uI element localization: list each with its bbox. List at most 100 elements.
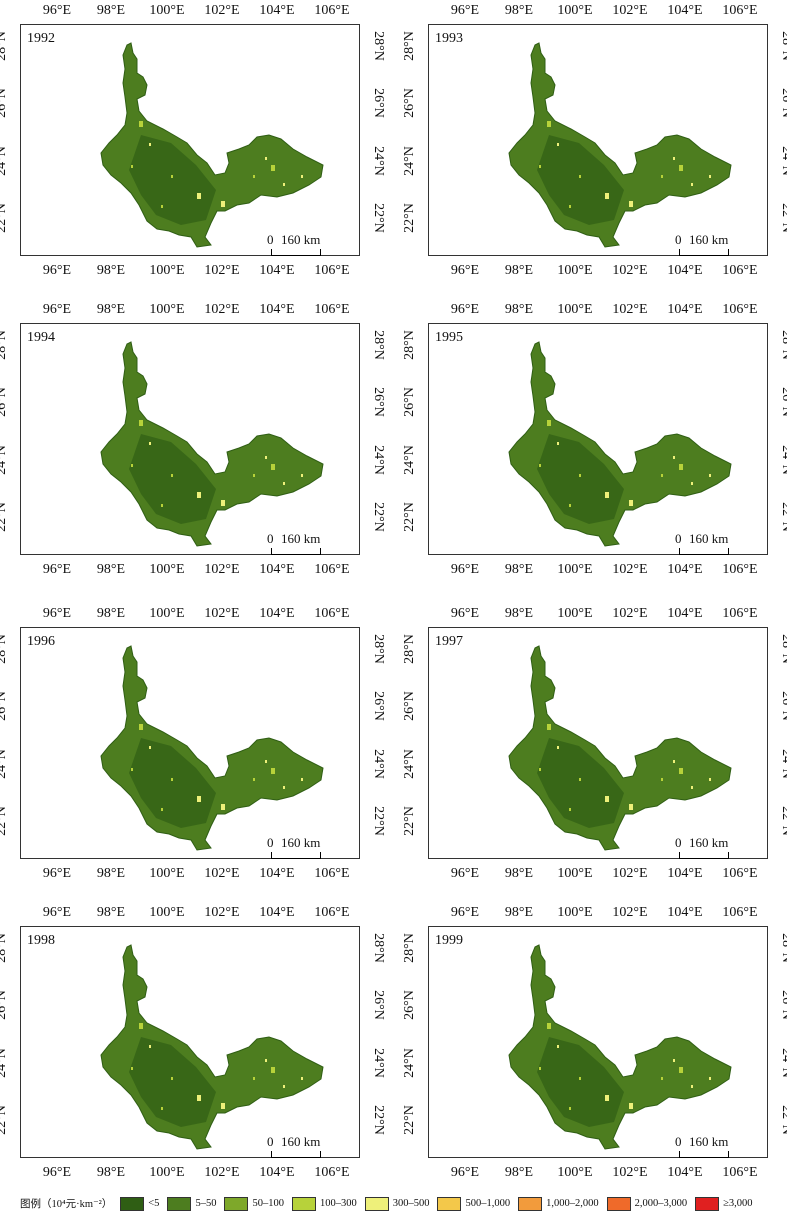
latitude-label: 26°N xyxy=(371,691,387,721)
map-panel-1996: 1996 96°E 96°E 98°E 98°E 100°E 100°E 102°E 102°E… xyxy=(0,606,386,881)
region-map xyxy=(100,944,324,1150)
legend-swatch xyxy=(606,1196,631,1211)
legend-label: 2,000–3,000 xyxy=(634,1198,688,1209)
longitude-label: 104°E xyxy=(259,606,295,621)
map-panel-1994: 1994 96°E 96°E 98°E 98°E 100°E 100°E 102°E 102°E… xyxy=(0,302,386,577)
density-speck xyxy=(569,1107,571,1110)
longitude-label: 106°E xyxy=(314,1165,350,1180)
density-speck xyxy=(265,456,267,459)
density-speck xyxy=(271,165,275,171)
longitude-label: 98°E xyxy=(96,1165,126,1180)
latitude-label: 28°N xyxy=(779,634,787,664)
latitude-label: 24°N xyxy=(371,749,387,779)
latitude-label: 24°N xyxy=(779,445,787,475)
scale-line xyxy=(271,249,321,256)
latitude-label: 26°N xyxy=(0,387,9,417)
density-speck xyxy=(673,760,675,763)
region-core xyxy=(537,1037,624,1127)
density-speck xyxy=(679,1067,683,1073)
longitude-label: 102°E xyxy=(204,3,240,18)
density-speck xyxy=(253,778,255,781)
longitude-label: 102°E xyxy=(204,562,240,577)
region-core xyxy=(537,738,624,828)
latitude-label: 28°N xyxy=(371,933,387,963)
legend-swatch xyxy=(437,1196,462,1211)
density-speck xyxy=(265,157,267,160)
latitude-label: 26°N xyxy=(779,88,787,118)
latitude-label: 28°N xyxy=(371,330,387,360)
legend-item: ≥3,000 xyxy=(695,1196,752,1211)
scale-value: 160 km xyxy=(689,531,729,546)
longitude-label: 98°E xyxy=(504,1165,534,1180)
longitude-label: 100°E xyxy=(149,606,185,621)
density-speck xyxy=(547,1023,551,1029)
region-core xyxy=(129,434,216,524)
latitude-label: 24°N xyxy=(779,146,787,176)
map-panel-1995: 1995 96°E 96°E 98°E 98°E 100°E 100°E 102°E 102°E… xyxy=(402,302,787,577)
density-speck xyxy=(131,768,133,771)
longitude-label: 98°E xyxy=(96,905,126,920)
latitude-label: 28°N xyxy=(779,31,787,61)
latitude-label: 24°N xyxy=(401,445,417,475)
latitude-label: 24°N xyxy=(371,146,387,176)
latitude-label: 26°N xyxy=(371,990,387,1020)
longitude-label: 102°E xyxy=(204,866,240,881)
region-map xyxy=(508,341,732,547)
density-speck xyxy=(161,205,163,208)
longitude-label: 106°E xyxy=(722,3,758,18)
legend-title: 图例（10⁴元·km⁻²） xyxy=(20,1199,113,1210)
scale-value: 160 km xyxy=(281,232,321,247)
legend-swatch xyxy=(364,1196,389,1211)
latitude-label: 22°N xyxy=(371,203,387,233)
region-core xyxy=(129,135,216,225)
longitude-label: 104°E xyxy=(667,302,703,317)
density-speck xyxy=(171,778,173,781)
longitude-label: 100°E xyxy=(149,3,185,18)
density-speck xyxy=(673,157,675,160)
latitude-label: 28°N xyxy=(401,933,417,963)
legend-swatch xyxy=(518,1196,543,1211)
latitude-label: 24°N xyxy=(401,1048,417,1078)
density-speck xyxy=(539,464,541,467)
density-speck xyxy=(139,121,143,127)
latitude-label: 28°N xyxy=(401,634,417,664)
longitude-label: 102°E xyxy=(612,905,648,920)
scale-zero: 0 xyxy=(675,835,682,850)
longitude-label: 106°E xyxy=(314,606,350,621)
longitude-label: 102°E xyxy=(612,606,648,621)
latitude-label: 22°N xyxy=(371,1105,387,1135)
latitude-label: 26°N xyxy=(401,387,417,417)
longitude-label: 100°E xyxy=(149,562,185,577)
longitude-label: 96°E xyxy=(450,1165,480,1180)
latitude-label: 26°N xyxy=(779,691,787,721)
longitude-label: 100°E xyxy=(149,263,185,278)
longitude-label: 96°E xyxy=(42,606,72,621)
legend-item: 1,000–2,000 xyxy=(518,1196,599,1211)
longitude-label: 96°E xyxy=(450,263,480,278)
latitude-label: 22°N xyxy=(371,502,387,532)
region-map xyxy=(100,341,324,547)
latitude-label: 22°N xyxy=(0,806,9,836)
latitude-label: 22°N xyxy=(0,1105,9,1135)
longitude-label: 102°E xyxy=(612,866,648,881)
density-speck xyxy=(605,796,609,802)
density-speck xyxy=(131,165,133,168)
density-speck xyxy=(709,175,711,178)
region-shape xyxy=(508,341,732,547)
latitude-label: 22°N xyxy=(0,502,9,532)
density-speck xyxy=(605,193,609,199)
longitude-label: 106°E xyxy=(314,3,350,18)
scale-line xyxy=(271,548,321,555)
longitude-label: 96°E xyxy=(42,562,72,577)
latitude-label: 24°N xyxy=(0,749,9,779)
scale-value: 160 km xyxy=(281,835,321,850)
longitude-label: 96°E xyxy=(450,3,480,18)
density-speck xyxy=(605,1095,609,1101)
scale-zero: 0 xyxy=(267,1134,274,1149)
longitude-label: 100°E xyxy=(557,3,593,18)
density-speck xyxy=(265,1059,267,1062)
longitude-label: 100°E xyxy=(149,1165,185,1180)
density-speck xyxy=(629,804,633,810)
longitude-label: 100°E xyxy=(557,606,593,621)
latitude-label: 24°N xyxy=(0,1048,9,1078)
